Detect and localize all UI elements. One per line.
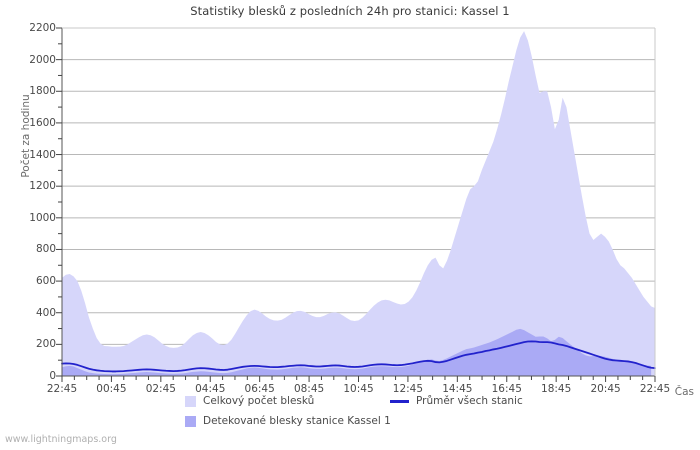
y-tick-label: 0	[49, 370, 56, 382]
chart-title: Statistiky blesků z posledních 24h pro s…	[190, 4, 510, 18]
x-tick-label: 22:45	[639, 383, 671, 395]
legend-line-average	[390, 399, 409, 403]
x-tick-label: 14:45	[442, 383, 473, 395]
x-tick-label: 02:45	[145, 383, 176, 395]
y-tick-label: 1400	[29, 148, 56, 161]
y-tick-label: 200	[35, 338, 56, 351]
x-tick-label: 16:45	[491, 383, 522, 395]
y-tick-label: 1600	[29, 116, 56, 129]
x-axis-title: Čas	[674, 386, 694, 398]
chart-legend: Celkový počet blesků Průměr všech stanic…	[0, 393, 700, 439]
x-tick-label: 04:45	[195, 383, 226, 395]
x-tick-label: 00:45	[96, 383, 127, 395]
legend-label-total: Celkový počet blesků	[203, 395, 315, 407]
y-tick-label: 800	[35, 243, 56, 256]
y-tick-label: 600	[35, 275, 56, 288]
x-tick-label: 08:45	[293, 383, 325, 395]
legend-swatch-total	[185, 395, 196, 407]
legend-label-average: Průměr všech stanic	[416, 395, 523, 407]
y-tick-label: 2200	[29, 22, 56, 34]
watermark-text: www.lightningmaps.org	[5, 434, 117, 445]
legend-item-total: Celkový počet blesků	[185, 395, 314, 407]
x-tick-label: 18:45	[541, 383, 572, 395]
y-tick-label: 1200	[29, 180, 56, 193]
x-tick-label: 20:45	[590, 383, 621, 395]
y-tick-label: 1800	[29, 85, 56, 98]
legend-item-detected: Detekované blesky stanice Kassel 1	[185, 415, 391, 427]
x-tick-label: 10:45	[343, 383, 374, 395]
y-tick-label: 2000	[29, 53, 56, 66]
y-tick-label: 1000	[29, 211, 56, 224]
legend-item-average: Průměr všech stanic	[390, 395, 523, 407]
y-tick-label: 400	[35, 306, 56, 319]
x-tick-label: 06:45	[244, 383, 275, 395]
x-tick-label: 12:45	[392, 383, 424, 395]
legend-swatch-detected	[185, 415, 196, 427]
legend-label-detected: Detekované blesky stanice Kassel 1	[203, 415, 391, 427]
x-tick-label: 22:45	[46, 383, 78, 395]
